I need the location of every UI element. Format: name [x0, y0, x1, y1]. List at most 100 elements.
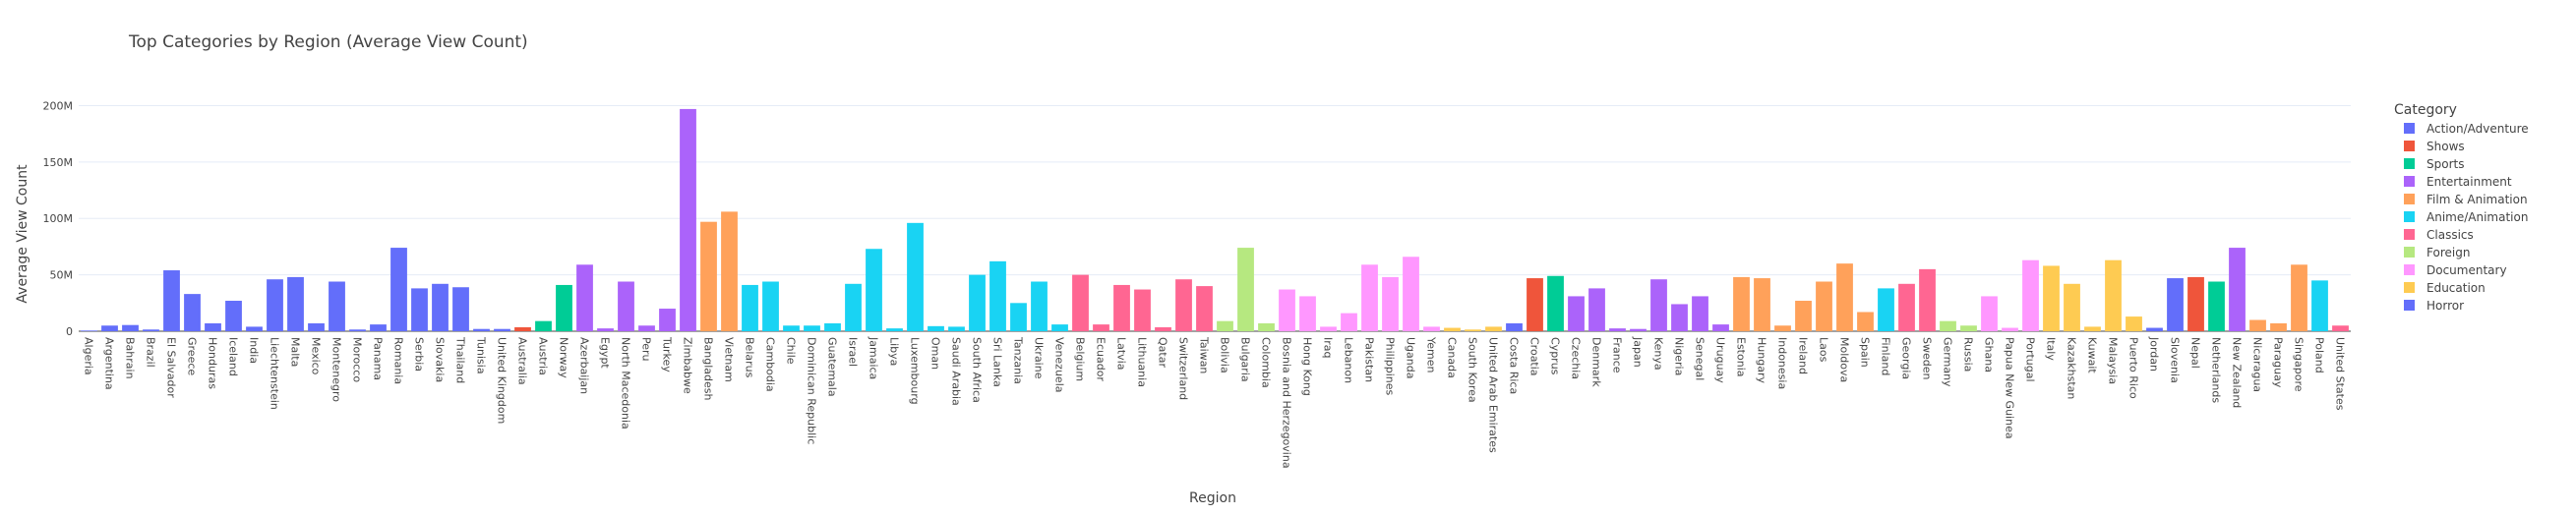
bar-el-salvador[interactable] — [163, 270, 180, 331]
bar-senegal[interactable] — [1692, 296, 1708, 331]
bar-bosnia-and-herzegovina[interactable] — [1279, 289, 1295, 331]
bar-greece[interactable] — [184, 294, 201, 331]
bar-iceland[interactable] — [225, 301, 242, 331]
bar-panama[interactable] — [370, 324, 387, 331]
bar-bangladesh[interactable] — [700, 221, 717, 331]
bar-montenegro[interactable] — [329, 281, 345, 331]
bar-kenya[interactable] — [1650, 279, 1667, 331]
bar-norway[interactable] — [556, 284, 572, 331]
bar-ghana[interactable] — [1981, 296, 1998, 331]
bar-cyprus[interactable] — [1547, 275, 1564, 331]
bar-laos[interactable] — [1816, 281, 1832, 331]
bar-morocco[interactable] — [349, 329, 366, 331]
bar-guatemala[interactable] — [824, 322, 841, 331]
bar-austria[interactable] — [535, 320, 552, 331]
bar-singapore[interactable] — [2291, 264, 2307, 331]
legend-item-horror[interactable]: Horror — [2404, 299, 2464, 313]
bar-philippines[interactable] — [1382, 276, 1399, 331]
bar-luxembourg[interactable] — [907, 222, 924, 331]
bar-belarus[interactable] — [742, 284, 758, 331]
legend-item-classics[interactable]: Classics — [2404, 228, 2474, 242]
bar-france[interactable] — [1609, 328, 1626, 331]
bar-saudi-arabia[interactable] — [948, 326, 965, 331]
bar-ukraine[interactable] — [1031, 281, 1048, 331]
legend-item-anime-animation[interactable]: Anime/Animation — [2404, 210, 2528, 224]
bar-pakistan[interactable] — [1361, 264, 1378, 331]
bar-latvia[interactable] — [1113, 284, 1130, 331]
bar-bolivia[interactable] — [1217, 320, 1233, 331]
bar-croatia[interactable] — [1527, 278, 1543, 331]
bar-serbia[interactable] — [411, 288, 428, 331]
bar-nicaragua[interactable] — [2249, 319, 2266, 331]
bar-yemen[interactable] — [1423, 326, 1440, 331]
bar-canada[interactable] — [1444, 327, 1461, 331]
bar-ecuador[interactable] — [1093, 324, 1109, 331]
bar-brazil[interactable] — [143, 329, 159, 331]
bar-moldova[interactable] — [1836, 263, 1853, 331]
bar-colombia[interactable] — [1258, 322, 1275, 331]
bar-netherlands[interactable] — [2208, 281, 2225, 331]
bar-new-zealand[interactable] — [2229, 248, 2246, 331]
bar-zimbabwe[interactable] — [680, 108, 696, 332]
bar-uganda[interactable] — [1403, 257, 1419, 331]
bar-jordan[interactable] — [2146, 327, 2163, 331]
bar-algeria[interactable] — [81, 330, 97, 331]
bar-georgia[interactable] — [1898, 283, 1915, 331]
bar-romania[interactable] — [390, 248, 407, 331]
bar-mexico[interactable] — [308, 322, 325, 331]
bar-ireland[interactable] — [1795, 301, 1812, 331]
bar-india[interactable] — [246, 326, 263, 331]
bar-south-africa[interactable] — [969, 274, 986, 331]
bar-czechia[interactable] — [1568, 296, 1585, 331]
bar-slovenia[interactable] — [2167, 278, 2184, 331]
bar-japan[interactable] — [1630, 328, 1647, 331]
bar-malta[interactable] — [287, 276, 304, 331]
bar-kuwait[interactable] — [2084, 326, 2101, 331]
bar-peru[interactable] — [638, 325, 655, 331]
bar-chile[interactable] — [783, 325, 800, 331]
bar-indonesia[interactable] — [1774, 325, 1791, 331]
bar-tunisia[interactable] — [473, 328, 490, 331]
bar-qatar[interactable] — [1155, 326, 1171, 331]
bar-denmark[interactable] — [1588, 288, 1605, 331]
legend-item-entertainment[interactable]: Entertainment — [2404, 175, 2512, 189]
bar-lebanon[interactable] — [1341, 313, 1357, 331]
bar-switzerland[interactable] — [1175, 279, 1192, 331]
bar-south-korea[interactable] — [1465, 329, 1481, 331]
bar-puerto-rico[interactable] — [2126, 316, 2142, 331]
bar-slovakia[interactable] — [432, 283, 449, 331]
bar-bahrain[interactable] — [122, 324, 139, 331]
bar-kazakhstan[interactable] — [2064, 283, 2080, 331]
bar-estonia[interactable] — [1733, 276, 1750, 331]
bar-malaysia[interactable] — [2105, 259, 2122, 331]
bar-lithuania[interactable] — [1134, 289, 1151, 331]
bar-united-states[interactable] — [2332, 325, 2349, 331]
bar-nepal[interactable] — [2187, 276, 2204, 331]
bar-belgium[interactable] — [1072, 274, 1089, 331]
bar-spain[interactable] — [1857, 312, 1874, 331]
bar-sri-lanka[interactable] — [989, 260, 1006, 331]
bar-venezuela[interactable] — [1051, 324, 1068, 331]
bar-north-macedonia[interactable] — [618, 281, 634, 331]
bar-iraq[interactable] — [1320, 326, 1337, 331]
legend-item-education[interactable]: Education — [2404, 281, 2486, 295]
bar-hong-kong[interactable] — [1299, 296, 1316, 331]
bar-italy[interactable] — [2043, 265, 2060, 331]
bar-tanzania[interactable] — [1010, 303, 1027, 331]
bar-finland[interactable] — [1878, 288, 1894, 331]
legend-item-documentary[interactable]: Documentary — [2404, 263, 2507, 277]
bar-hungary[interactable] — [1754, 278, 1770, 331]
bar-united-kingdom[interactable] — [494, 328, 510, 331]
bar-costa-rica[interactable] — [1506, 322, 1523, 331]
legend-item-film-animation[interactable]: Film & Animation — [2404, 193, 2528, 206]
bar-papua-new-guinea[interactable] — [2002, 327, 2018, 331]
legend-item-shows[interactable]: Shows — [2404, 140, 2465, 153]
bar-russia[interactable] — [1960, 325, 1977, 331]
bar-liechtenstein[interactable] — [267, 279, 283, 331]
bar-dominican-republic[interactable] — [804, 325, 820, 331]
bar-uruguay[interactable] — [1712, 324, 1729, 331]
bar-australia[interactable] — [514, 326, 531, 331]
bar-vietnam[interactable] — [721, 211, 738, 331]
bar-nigeria[interactable] — [1671, 304, 1688, 331]
bar-cambodia[interactable] — [762, 281, 779, 331]
